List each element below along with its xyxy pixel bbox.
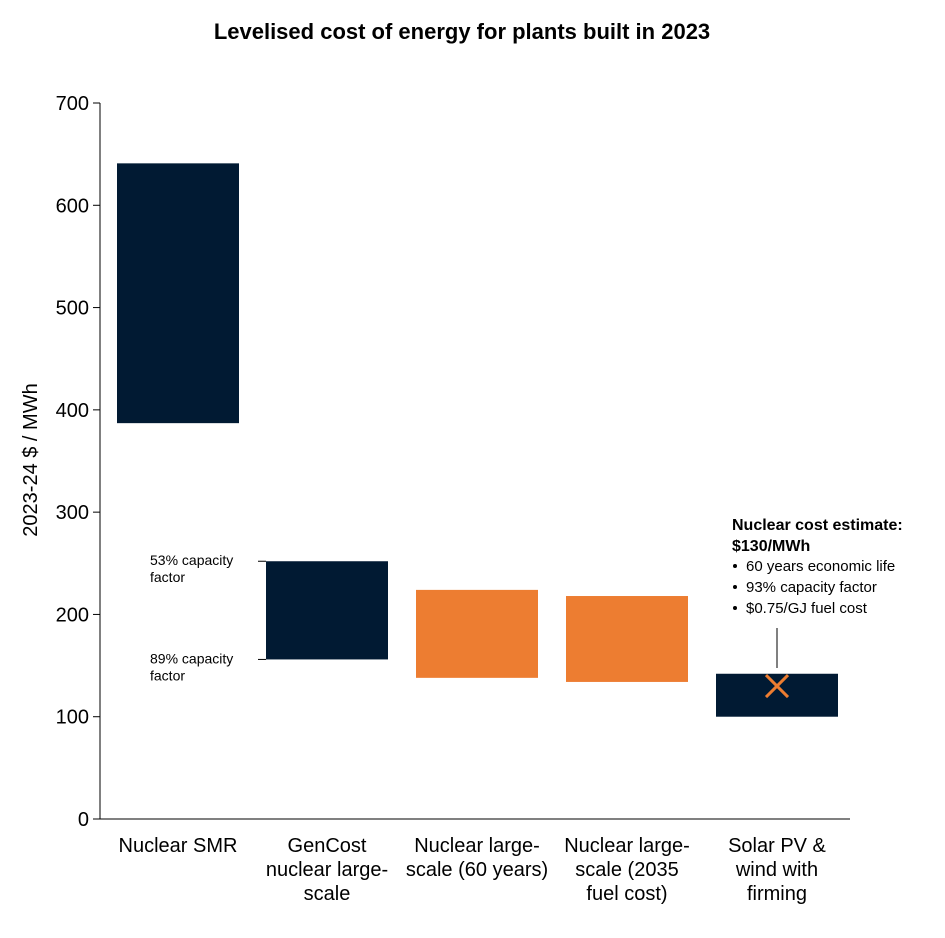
annotation-bullet: 93% capacity factor: [746, 579, 877, 596]
y-axis-label: 2023-24 $ / MWh: [20, 383, 42, 536]
range-bar: [716, 673, 838, 717]
capacity-label: factor: [150, 569, 185, 585]
category-label: wind with: [735, 859, 818, 881]
range-bar: [416, 589, 538, 678]
axes: 0 100 200 300 400 500 600 700: [56, 93, 850, 831]
range-bar: [266, 561, 388, 660]
y-tick-label: 700: [56, 93, 89, 115]
y-tick-label: 500: [56, 298, 89, 320]
category-label: firming: [747, 883, 807, 905]
category-label: scale (2035: [575, 859, 678, 881]
category-label: fuel cost): [586, 883, 667, 905]
category-label: nuclear large-: [266, 859, 388, 881]
category-label: Nuclear large-: [414, 835, 540, 857]
y-tick-label: 400: [56, 400, 89, 422]
annotation-bullet: 60 years economic life: [746, 558, 895, 575]
bullet-dot: [733, 564, 737, 568]
range-bar: [566, 596, 688, 682]
category-label: Solar PV &: [728, 835, 826, 857]
capacity-label: factor: [150, 667, 185, 683]
category-label: scale (60 years): [406, 859, 548, 881]
bullet-dot: [733, 606, 737, 610]
annotation-heading: $130/MWh: [732, 538, 810, 555]
bullet-dot: [733, 585, 737, 589]
capacity-label: 53% capacity: [150, 552, 233, 568]
marker-layer: [764, 673, 790, 699]
bars: [117, 163, 838, 717]
category-label: GenCost: [288, 835, 367, 857]
estimate-marker-stroke-b: [764, 673, 790, 699]
category-label: Nuclear large-: [564, 835, 690, 857]
annotation-heading: Nuclear cost estimate:: [732, 517, 903, 534]
y-tick-label: 200: [56, 604, 89, 626]
y-tick-label: 100: [56, 707, 89, 729]
range-bar: [117, 163, 239, 424]
category-label: Nuclear SMR: [119, 835, 238, 857]
category-label: scale: [304, 883, 351, 905]
y-tick-label: 600: [56, 195, 89, 217]
y-tick-label: 0: [78, 809, 89, 831]
chart-title: Levelised cost of energy for plants buil…: [214, 19, 710, 44]
annotation-bullet: $0.75/GJ fuel cost: [746, 600, 868, 617]
annotation: Nuclear cost estimate: $130/MWh 60 years e…: [732, 517, 903, 668]
y-tick-label: 300: [56, 502, 89, 524]
capacity-label: 89% capacity: [150, 650, 233, 666]
